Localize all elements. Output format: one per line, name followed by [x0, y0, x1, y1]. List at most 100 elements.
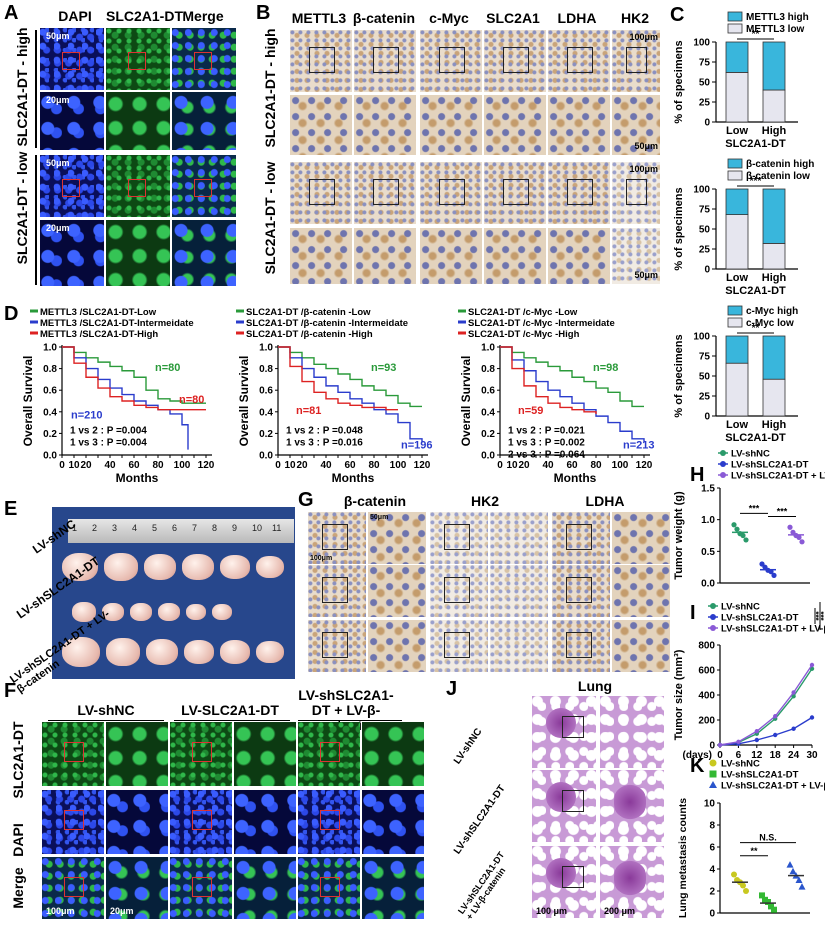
bar-high: [725, 335, 749, 364]
data-point: [754, 737, 759, 743]
y-tick-label: 25: [699, 392, 711, 403]
panel-j-row-2: LV-shSLC2A1-DT: [452, 783, 508, 857]
zoom-box: [562, 866, 584, 888]
data-point: [736, 739, 741, 745]
x-tick-label: 100: [612, 460, 629, 471]
x-axis-label: Months: [332, 471, 375, 485]
zoom-box: [626, 179, 647, 206]
y-tick-label: 25: [699, 245, 711, 256]
y-tick-label: 0.0: [701, 579, 715, 590]
tumor: [186, 604, 206, 620]
ihc-zoom-image: [548, 228, 610, 284]
n-label-low: n=93: [371, 362, 396, 374]
y-tick-label: 0.2: [259, 429, 273, 440]
panel-a-col-slc2a1-dt: SLC2A1-DT: [106, 8, 184, 24]
panel-b-col-4: SLC2A1: [486, 10, 540, 26]
data-point: [799, 539, 805, 545]
ihc-zoom-image: [368, 620, 426, 672]
ihc-image: [354, 30, 416, 92]
zoom-box: [566, 47, 593, 74]
bar-low: [762, 378, 786, 417]
series-line: [719, 716, 813, 746]
panel-label-d: D: [4, 303, 19, 325]
panel-label-g: G: [298, 489, 314, 511]
bar-high: [725, 188, 749, 216]
zoom-box: [308, 47, 335, 74]
if-zoom-image: [106, 722, 168, 786]
panel-j-title: Lung: [577, 678, 613, 694]
ihc-image: 100μm: [308, 512, 366, 564]
ihc-image: [552, 512, 610, 564]
ruler: 1 2 3 4 5 6 7 8 9 10 11: [68, 519, 294, 543]
if-zoom-image: [362, 722, 424, 786]
panel-a-image-high-dapi: 50μm: [40, 28, 104, 90]
data-point: [795, 876, 803, 883]
legend-label: LV-shSLC2A1-DT: [721, 770, 799, 781]
y-axis-label: % of specimens: [673, 334, 685, 417]
divider: [174, 720, 290, 721]
y-tick-label: 800: [698, 641, 715, 652]
zoom-box: [192, 810, 212, 830]
tumor: [144, 554, 176, 580]
lung-zoom-image: [600, 770, 664, 842]
ihc-zoom-image: [290, 228, 352, 284]
panel-a-image-low-merge: [172, 155, 236, 217]
ihc-zoom-image: [354, 95, 416, 155]
legend-marker: [710, 603, 716, 609]
y-tick-label: 0.8: [481, 364, 495, 375]
zoom-box: [562, 790, 584, 812]
data-point: [734, 526, 740, 532]
data-point: [786, 861, 794, 868]
panel-label-i: I: [690, 602, 696, 624]
y-tick-label: 75: [699, 58, 711, 69]
legend-marker: [709, 781, 717, 788]
x-axis-label: Months: [554, 471, 597, 485]
ihc-zoom-image: [354, 228, 416, 284]
p-value-label: 1 vs 2 : P =0.021: [508, 425, 585, 436]
lung-zoom-image: 200 μm: [600, 846, 664, 918]
y-tick-label: 75: [699, 205, 711, 216]
ruler-number: 2: [92, 523, 98, 533]
tumor: [158, 603, 180, 621]
n-label-int: n=213: [623, 440, 655, 452]
panel-b-col-3: c-Myc: [429, 10, 469, 26]
panel-a-image-low-gfp: [106, 155, 170, 217]
if-zoom-image: [106, 790, 168, 854]
data-point: [743, 537, 749, 543]
ihc-zoom-image: [612, 565, 670, 617]
ruler-number: 11: [272, 523, 282, 533]
p-value-label: 1 vs 2 : P =0.004: [70, 425, 147, 436]
bar-low: [725, 214, 749, 270]
y-axis-label: Lung metastasis counts: [677, 798, 689, 918]
ihc-zoom-image: [490, 620, 548, 672]
ihc-zoom-image: [490, 512, 548, 564]
legend-label-high: c-Myc high: [746, 306, 798, 317]
x-tick-label: 10: [506, 460, 518, 471]
x-tick-label: 120: [636, 460, 653, 471]
y-tick-label: 2: [709, 887, 715, 898]
legend-swatch-low: [727, 23, 743, 34]
data-point: [789, 867, 797, 875]
ihc-image: [308, 620, 366, 672]
legend-label: LV-shNC: [721, 602, 760, 613]
if-zoom-image: [362, 857, 424, 919]
survival-curve-low: [62, 346, 206, 404]
legend-marker: [710, 614, 716, 620]
legend-label: LV-shSLC2A1-DT: [721, 613, 799, 624]
panel-e-tumor-photo: 1 2 3 4 5 6 7 8 9 10 11: [52, 507, 295, 679]
panel-label-a: A: [4, 2, 19, 24]
panel-b-row-high: SLC2A1-DT - high: [262, 28, 278, 148]
y-tick-label: 0.4: [481, 407, 495, 418]
ihc-image: [354, 162, 416, 224]
y-tick-label: 75: [699, 352, 711, 363]
zoom-box: [444, 524, 470, 550]
y-tick-label: 50: [699, 78, 711, 89]
ihc-image: [290, 162, 352, 224]
zoom-box: [64, 877, 84, 897]
scale-bar-label: 100 μm: [536, 906, 568, 916]
data-point: [773, 732, 778, 738]
y-tick-label: 50: [699, 225, 711, 236]
y-tick-label: 1.5: [701, 484, 715, 495]
